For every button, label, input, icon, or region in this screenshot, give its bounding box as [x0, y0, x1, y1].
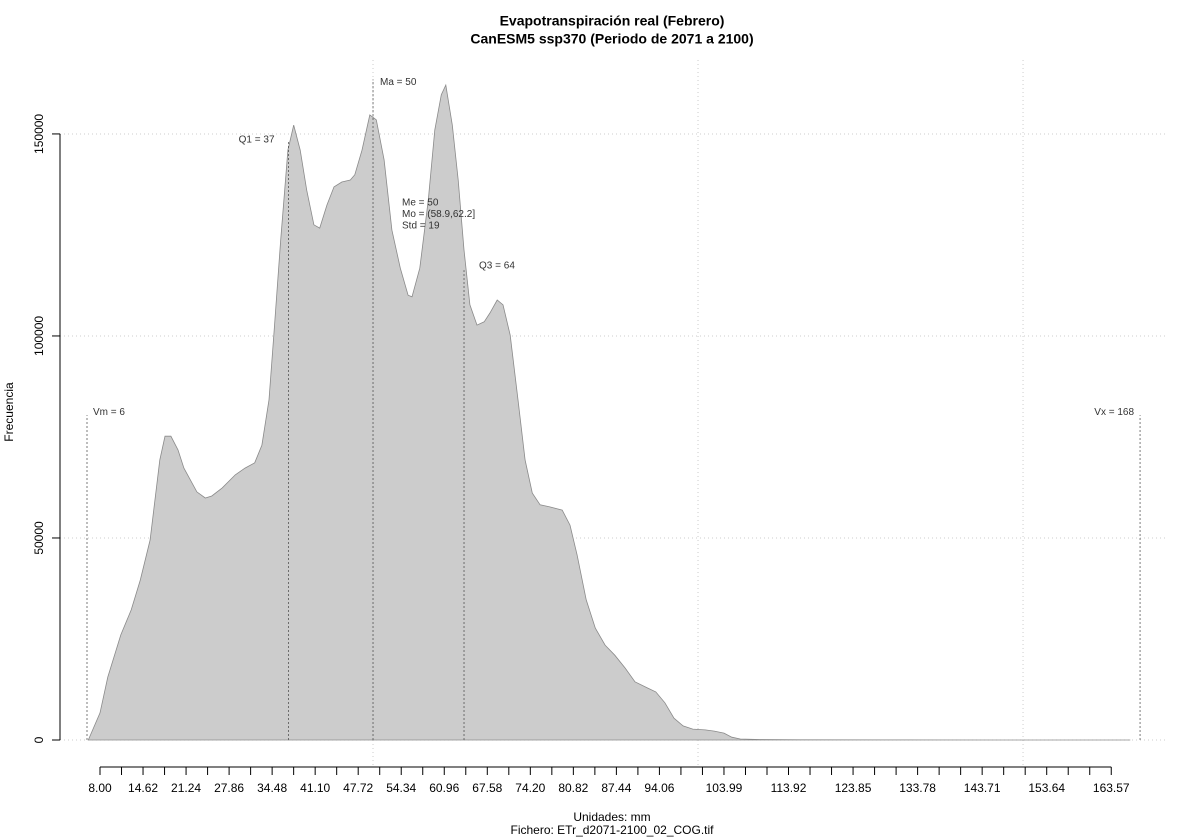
chart-title: Evapotranspiración real (Febrero)	[500, 13, 725, 29]
x-tick-label: 14.62	[128, 781, 158, 795]
chart-subtitle: CanESM5 ssp370 (Periodo de 2071 a 2100)	[470, 31, 753, 47]
annotation-label: Q1 = 37	[239, 135, 275, 146]
x-tick-label: 153.64	[1028, 781, 1065, 795]
frequency-area	[87, 83, 1131, 741]
annotation-label: Vm = 6	[93, 407, 125, 418]
y-tick-label: 0	[32, 736, 46, 743]
x-tick-label: 87.44	[601, 781, 631, 795]
annotation-label: Ma = 50	[380, 77, 417, 88]
x-tick-label: 133.78	[899, 781, 936, 795]
x-tick-label: 54.34	[386, 781, 416, 795]
stats-label: Me = 50	[402, 198, 439, 209]
annotation-label: Vx = 168	[1094, 407, 1134, 418]
x-tick-label: 21.24	[171, 781, 201, 795]
stats-label: Mo = (58.9,62.2]	[402, 209, 475, 220]
x-tick-label: 113.92	[771, 781, 807, 795]
x-tick-label: 47.72	[343, 781, 373, 795]
stats-label: Std = 19	[402, 221, 440, 232]
x-axis-label: Unidades: mm	[573, 810, 650, 824]
annotation-label: Q3 = 64	[479, 261, 515, 272]
y-tick-label: 50000	[32, 521, 46, 555]
file-label: Fichero: ETr_d2071-2100_02_COG.tif	[511, 823, 715, 837]
x-tick-label: 41.10	[300, 781, 330, 795]
x-tick-label: 74.20	[515, 781, 545, 795]
y-tick-label: 100000	[32, 316, 46, 356]
x-tick-label: 143.71	[964, 781, 1001, 795]
x-tick-label: 67.58	[472, 781, 502, 795]
x-tick-label: 94.06	[644, 781, 674, 795]
x-tick-label: 103.99	[706, 781, 743, 795]
x-tick-label: 80.82	[558, 781, 588, 795]
x-tick-label: 34.48	[257, 781, 287, 795]
x-tick-label: 60.96	[429, 781, 459, 795]
x-tick-label: 27.86	[214, 781, 244, 795]
y-tick-label: 150000	[32, 114, 46, 154]
x-tick-label: 8.00	[88, 781, 112, 795]
y-axis-label: Frecuencia	[2, 382, 16, 442]
x-tick-label: 123.85	[835, 781, 872, 795]
x-tick-label: 163.57	[1093, 781, 1130, 795]
